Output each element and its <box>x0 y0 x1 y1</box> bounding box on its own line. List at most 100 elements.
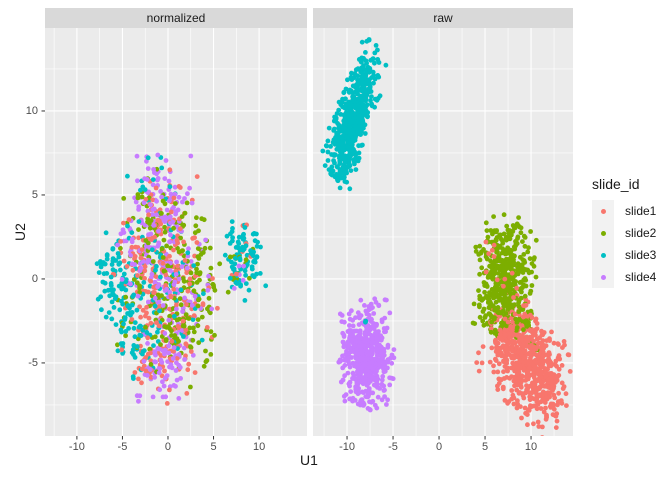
data-point <box>528 395 534 400</box>
data-point <box>526 390 532 395</box>
data-point <box>171 225 177 231</box>
data-point <box>528 308 534 314</box>
data-point <box>363 58 369 64</box>
data-point <box>369 355 374 361</box>
data-point <box>517 317 523 323</box>
data-point <box>176 184 182 189</box>
data-point <box>130 374 136 379</box>
data-point <box>556 366 562 372</box>
data-point <box>520 333 525 338</box>
data-point <box>353 386 359 392</box>
data-point <box>175 263 181 269</box>
data-point <box>348 88 354 94</box>
data-point <box>362 85 367 91</box>
data-point <box>497 336 503 342</box>
data-point <box>173 272 179 277</box>
data-point <box>138 333 144 339</box>
data-point <box>182 196 187 201</box>
data-point <box>477 257 483 263</box>
data-point <box>345 77 350 83</box>
data-point <box>387 310 393 316</box>
data-point <box>129 261 135 267</box>
data-point <box>247 275 252 281</box>
data-point <box>490 268 495 274</box>
data-point <box>200 250 206 255</box>
data-point <box>150 177 156 183</box>
data-point <box>343 134 349 140</box>
data-point <box>134 280 140 286</box>
data-point <box>118 245 123 251</box>
data-point <box>142 264 148 270</box>
data-point <box>184 265 190 271</box>
data-point <box>360 102 366 108</box>
data-point <box>168 232 173 238</box>
data-point <box>370 390 376 396</box>
data-point <box>119 277 125 282</box>
legend-dot-icon <box>600 230 606 236</box>
data-point <box>157 303 162 309</box>
data-point <box>493 340 498 346</box>
data-point <box>159 165 165 171</box>
legend-dot-icon <box>600 208 606 214</box>
data-point <box>182 357 188 362</box>
data-point <box>347 161 352 167</box>
data-point <box>228 231 233 237</box>
data-point <box>385 365 390 371</box>
data-point <box>528 403 533 409</box>
data-point <box>169 333 174 338</box>
data-point <box>151 206 157 212</box>
data-point <box>353 135 358 141</box>
data-point <box>502 276 508 282</box>
data-point <box>123 279 129 285</box>
data-point <box>340 144 346 149</box>
data-point <box>373 329 379 335</box>
data-point <box>520 239 525 245</box>
data-point <box>204 325 210 330</box>
data-point <box>534 406 540 412</box>
data-point <box>118 239 123 244</box>
legend-label: slide1 <box>625 204 657 218</box>
data-point <box>552 362 558 367</box>
data-point <box>164 243 170 249</box>
data-point <box>548 405 554 410</box>
data-point <box>531 263 537 269</box>
data-point <box>353 103 359 108</box>
data-point <box>370 339 376 345</box>
data-point <box>135 195 141 201</box>
data-point <box>163 158 169 163</box>
y-tick-label: 5 <box>31 188 38 201</box>
data-point <box>340 124 346 130</box>
data-point <box>145 299 151 305</box>
data-point <box>349 308 354 314</box>
data-point <box>520 270 526 275</box>
data-point <box>377 93 383 99</box>
data-point <box>522 293 528 299</box>
data-point <box>567 369 573 374</box>
data-point <box>375 376 381 382</box>
data-point <box>152 295 158 301</box>
data-point <box>547 394 552 400</box>
data-point <box>528 372 534 378</box>
data-point <box>501 358 506 364</box>
data-point <box>474 360 480 365</box>
data-point <box>229 259 234 265</box>
data-point <box>356 322 362 327</box>
data-point <box>540 338 546 343</box>
data-point <box>332 126 337 132</box>
legend-label: slide3 <box>625 248 657 262</box>
data-point <box>366 65 372 71</box>
data-point <box>116 261 122 267</box>
data-point <box>117 307 123 313</box>
data-point <box>555 341 561 346</box>
data-point <box>227 254 233 260</box>
data-point <box>146 232 151 238</box>
data-point <box>477 304 482 310</box>
data-point <box>157 207 163 213</box>
data-point <box>498 377 504 383</box>
data-point <box>104 271 110 276</box>
x-tick-label: 5 <box>210 441 217 453</box>
data-point <box>520 393 526 398</box>
data-point <box>118 267 123 273</box>
data-point <box>147 346 153 352</box>
data-point <box>185 367 191 373</box>
